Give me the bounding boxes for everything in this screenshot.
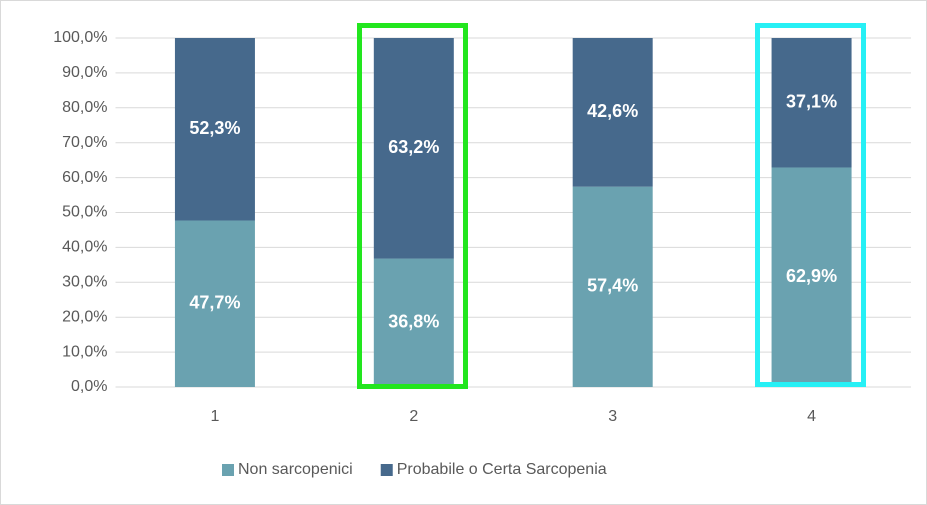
bar-segment: [174, 220, 255, 387]
legend-label: Probabile o Certa Sarcopenia: [397, 461, 607, 478]
legend-swatch: [380, 464, 393, 476]
bar-segment: [572, 186, 653, 387]
y-tick-label: 50,0%: [62, 204, 107, 221]
y-tick-label: 70,0%: [62, 134, 107, 151]
bar-segment: [771, 167, 852, 387]
highlight-box: [755, 23, 866, 387]
x-tick-label: 3: [608, 408, 617, 425]
bar-segment: [572, 38, 653, 187]
bar-segment: [771, 38, 852, 168]
y-tick-label: 90,0%: [62, 64, 107, 81]
y-tick-label: 30,0%: [62, 274, 107, 291]
highlight-box: [357, 23, 468, 389]
data-label: 36,8%: [388, 312, 439, 332]
y-tick-label: 0,0%: [71, 378, 107, 395]
data-label: 42,6%: [587, 101, 638, 121]
data-label: 63,2%: [388, 137, 439, 157]
bar-segment: [174, 38, 255, 221]
data-label: 37,1%: [786, 91, 837, 111]
bar-segment: [373, 38, 454, 259]
data-label: 62,9%: [786, 266, 837, 286]
data-label: 47,7%: [189, 293, 240, 313]
y-tick-label: 80,0%: [62, 99, 107, 116]
y-tick-label: 60,0%: [62, 169, 107, 186]
legend-label: Non sarcopenici: [238, 461, 353, 478]
data-label: 52,3%: [189, 118, 240, 138]
plot: 0,0% 10,0% 20,0% 30,0% 40,0% 50,0% 60,0% 70,0% 8…: [53, 29, 911, 478]
data-label: 57,4%: [587, 276, 638, 296]
y-tick-label: 10,0%: [62, 343, 107, 360]
x-tick-label: 4: [807, 408, 816, 425]
x-tick-label: 2: [409, 408, 418, 425]
y-tick-label: 40,0%: [62, 239, 107, 256]
y-tick-label: 100,0%: [53, 29, 107, 46]
bar-segment: [373, 258, 454, 387]
x-tick-label: 1: [210, 408, 219, 425]
y-tick-label: 20,0%: [62, 308, 107, 325]
legend-swatch: [222, 464, 234, 476]
